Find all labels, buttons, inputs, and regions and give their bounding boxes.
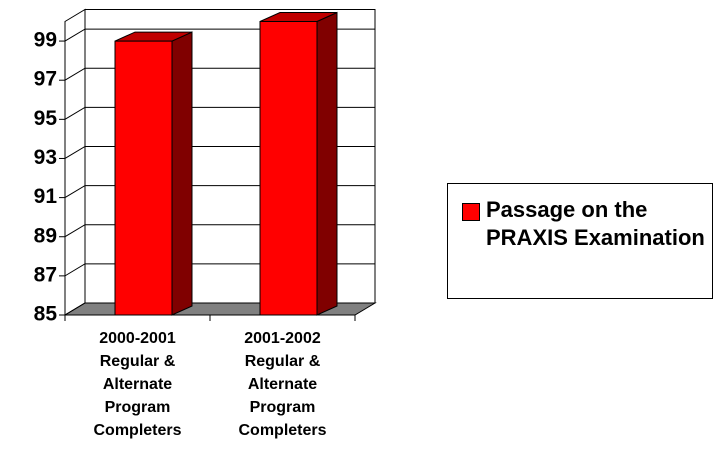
y-tick-label: 97	[34, 68, 57, 91]
bar-front	[114, 40, 173, 316]
y-tick-label: 93	[34, 146, 57, 169]
y-tick-label: 89	[34, 224, 57, 247]
y-tick-label: 95	[34, 107, 58, 130]
y-tick-label: 87	[34, 263, 57, 286]
legend-swatch	[462, 203, 480, 221]
y-tick-label: 91	[34, 185, 58, 208]
x-tick-label: 2000-2001 Regular & Alternate Program Co…	[93, 330, 182, 439]
bar-front	[259, 21, 318, 316]
legend-label: Passage on the PRAXIS Examination	[486, 197, 705, 250]
bar	[114, 31, 193, 316]
y-tick-label: 99	[34, 29, 57, 52]
bar	[259, 11, 338, 316]
y-tick-label: 85	[34, 303, 58, 326]
bar-side	[316, 11, 338, 316]
side-wall	[64, 8, 86, 316]
x-tick-label: 2001-2002 Regular & Alternate Program Co…	[238, 330, 327, 439]
legend: Passage on the PRAXIS Examination	[447, 183, 713, 299]
bar-side	[171, 31, 193, 316]
